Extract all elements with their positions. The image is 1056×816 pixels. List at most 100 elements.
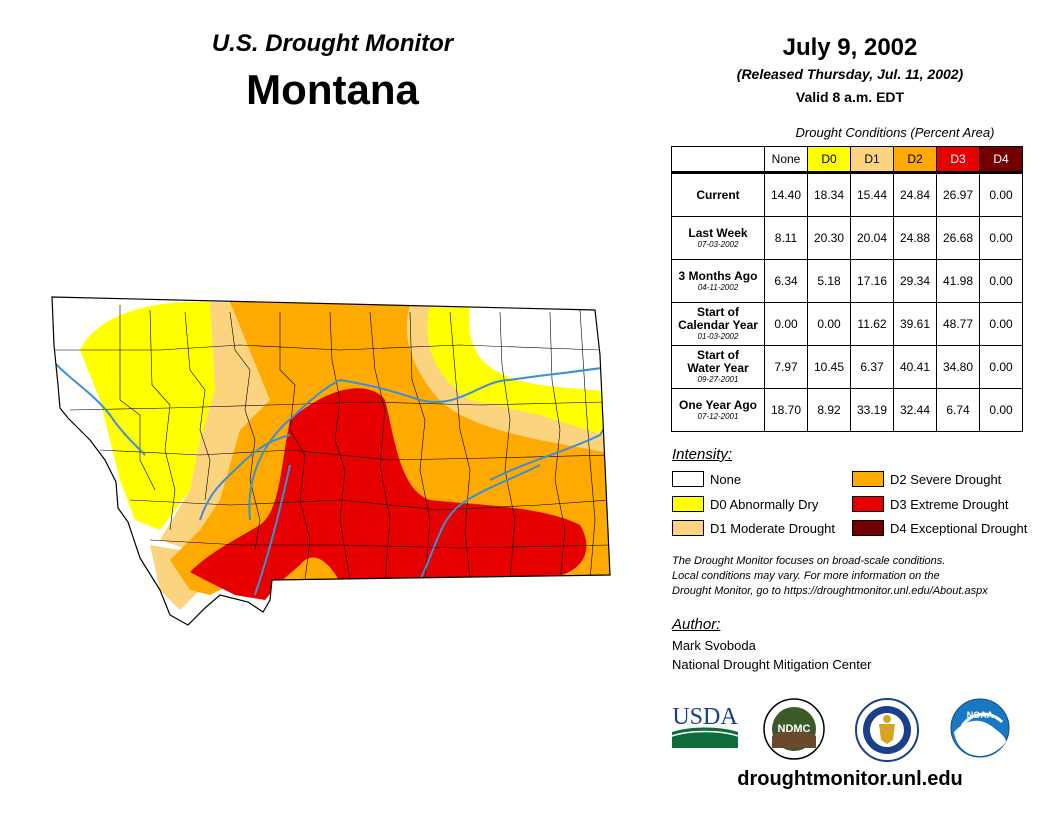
row-date: 07-03-2002 — [697, 239, 739, 249]
row-label-line-2: Calendar Year — [678, 318, 758, 332]
row-date: 04-11-2002 — [697, 282, 739, 292]
row-label: Start of Calendar Year 01-03-2002 — [671, 302, 765, 346]
table-cell-d0: 18.34 — [807, 171, 851, 217]
legend-item: D2 Severe Drought — [852, 470, 1001, 488]
note-line-2: Local conditions may vary. For more info… — [672, 570, 940, 582]
zone-d0-west — [80, 301, 215, 530]
col-header-d3: D3 — [936, 146, 980, 173]
table-cell-none: 7.97 — [764, 345, 808, 389]
table-cell-d0: 8.92 — [807, 388, 851, 432]
table-cell-d1: 6.37 — [850, 345, 894, 389]
row-label-line-1: 3 Months Ago — [678, 268, 758, 283]
legend-item: D0 Abnormally Dry — [672, 495, 818, 513]
row-date: 09-27-2001 — [697, 375, 739, 384]
col-header-d1: D1 — [850, 146, 894, 173]
row-date: 01-03-2002 — [697, 332, 739, 341]
montana-drought-map — [51, 296, 611, 626]
table-cell-d3: 41.98 — [936, 259, 980, 303]
table-cell-none: 0.00 — [764, 302, 808, 346]
col-header-d4: D4 — [979, 146, 1023, 173]
table-corner — [671, 146, 765, 173]
svg-text:USDA: USDA — [672, 704, 738, 730]
row-label: One Year Ago 07-12-2001 — [671, 388, 765, 432]
table-row: 3 Months Ago 04-11-2002 6.34 5.18 17.16 29.34… — [671, 259, 1023, 303]
county-lines — [55, 305, 610, 581]
table-cell-none: 14.40 — [764, 171, 808, 217]
table-cell-d2: 40.41 — [893, 345, 937, 389]
table-cell-d4: 0.00 — [979, 302, 1023, 346]
table-cell-d1: 17.16 — [850, 259, 894, 303]
table-cell-none: 6.34 — [764, 259, 808, 303]
map-note: The Drought Monitor focuses on broad-sca… — [672, 554, 1042, 599]
legend-swatch — [852, 471, 884, 487]
row-label: Start of Water Year 09-27-2001 — [671, 345, 765, 389]
note-line-1: The Drought Monitor focuses on broad-sca… — [672, 555, 946, 567]
table-row: Current 14.40 18.34 15.44 24.84 26.97 0.00 — [671, 171, 1023, 217]
table-cell-d2: 32.44 — [893, 388, 937, 432]
table-cell-d1: 33.19 — [850, 388, 894, 432]
legend-label: D0 Abnormally Dry — [710, 496, 819, 512]
row-label-line-1: Current — [696, 187, 740, 202]
table-cell-d3: 48.77 — [936, 302, 980, 346]
date-title: July 9, 2002 — [782, 34, 918, 61]
col-header-d0: D0 — [807, 146, 851, 173]
table-row: Start of Calendar Year 01-03-2002 0.00 0.00 1… — [671, 302, 1023, 346]
table-cell-d3: 34.80 — [936, 345, 980, 389]
website-url[interactable]: droughtmonitor.unl.edu — [737, 768, 963, 790]
svg-text:NOAA: NOAA — [967, 710, 994, 720]
legend-title: Intensity: — [672, 446, 733, 463]
row-label: Current — [671, 171, 765, 217]
table-cell-d4: 0.00 — [979, 388, 1023, 432]
table-cell-d2: 24.88 — [893, 216, 937, 260]
legend-item: None — [672, 470, 741, 488]
noaa-logo: NOAA — [950, 698, 1010, 758]
legend-label: None — [710, 471, 742, 487]
author-org: National Drought Mitigation Center — [672, 657, 872, 672]
row-date: 07-12-2001 — [697, 411, 739, 421]
drought-stats-table: None D0 D1 D2 D3 D4 Current 14.40 18.34 15.… — [671, 146, 1023, 432]
table-cell-none: 8.11 — [764, 216, 808, 260]
zone-d3-central-south — [190, 388, 587, 600]
map-subtitle: U.S. Drought Monitor — [211, 30, 454, 57]
table-cell-d2: 24.84 — [893, 171, 937, 217]
legend-swatch — [672, 471, 704, 487]
table-cell-d0: 10.45 — [807, 345, 851, 389]
svg-text:NDMC: NDMC — [778, 723, 811, 735]
row-label: 3 Months Ago 04-11-2002 — [671, 259, 765, 303]
legend-swatch — [672, 520, 704, 536]
usda-logo: USDA — [671, 704, 738, 748]
row-label-line-1: Start of — [697, 305, 739, 319]
table-cell-d4: 0.00 — [979, 259, 1023, 303]
table-cell-d0: 20.30 — [807, 216, 851, 260]
legend-label: D3 Extreme Drought — [890, 496, 1009, 512]
row-label-line-1: One Year Ago — [678, 397, 758, 412]
legend-label: D2 Severe Drought — [890, 471, 1002, 487]
table-cell-d2: 39.61 — [893, 302, 937, 346]
row-label-line-1: Start of — [697, 348, 739, 362]
author-title: Author: — [672, 616, 721, 633]
table-cell-d3: 26.97 — [936, 171, 980, 217]
legend-label: D4 Exceptional Drought — [890, 520, 1028, 536]
table-cell-d1: 11.62 — [850, 302, 894, 346]
valid-time: Valid 8 a.m. EDT — [795, 89, 905, 105]
legend-item: D4 Exceptional Drought — [852, 519, 1027, 537]
table-cell-d3: 6.74 — [936, 388, 980, 432]
legend-swatch — [672, 496, 704, 512]
row-label-line-2: Water Year — [687, 361, 749, 375]
table-cell-d1: 15.44 — [850, 171, 894, 217]
rivers — [52, 359, 610, 596]
col-header-none: None — [764, 146, 808, 173]
note-line-3: Drought Monitor, go to https://droughtmo… — [672, 585, 988, 597]
zone-d0-northeast — [420, 305, 610, 440]
table-cell-d1: 20.04 — [850, 216, 894, 260]
table-row: Last Week 07-03-2002 8.11 20.30 20.04 24.88 26… — [671, 216, 1023, 260]
legend-item: D1 Moderate Drought — [672, 519, 835, 537]
legend-label: D1 Moderate Drought — [710, 520, 836, 536]
table-cell-d4: 0.00 — [979, 345, 1023, 389]
table-header-row: None D0 D1 D2 D3 D4 — [671, 146, 1023, 173]
legend-swatch — [852, 520, 884, 536]
released-date: (Released Thursday, Jul. 11, 2002) — [736, 66, 964, 82]
map-title: Montana — [246, 66, 419, 113]
commerce-seal-logo — [855, 698, 919, 762]
table-cell-d3: 26.68 — [936, 216, 980, 260]
